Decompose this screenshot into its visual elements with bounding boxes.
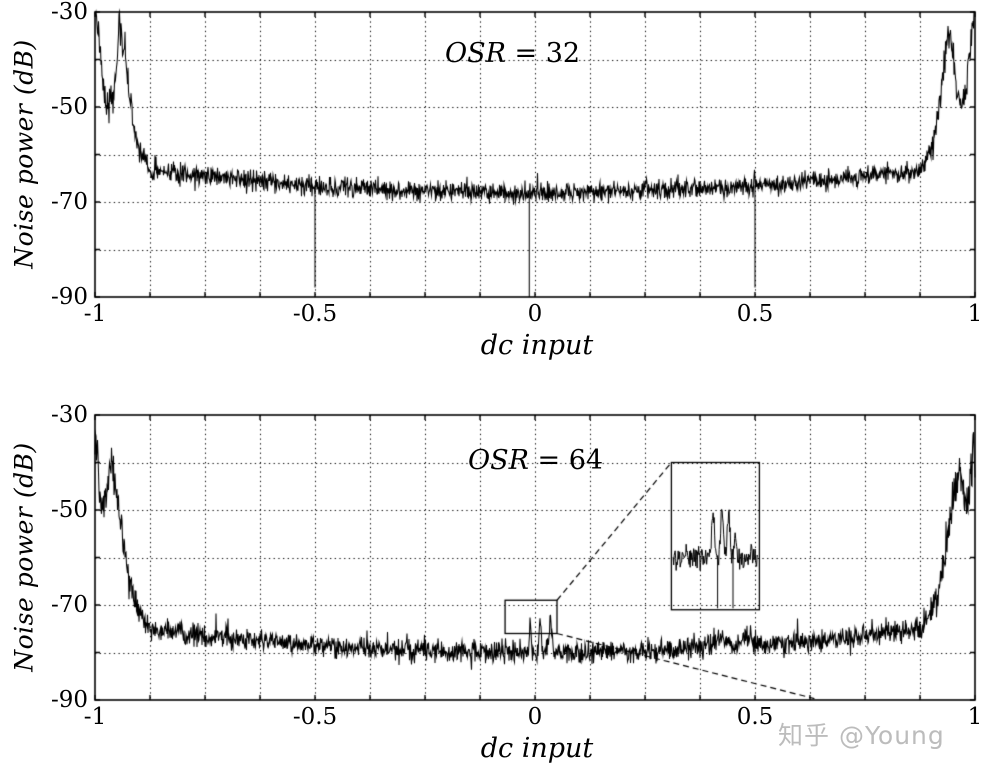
x-tick-label: 1 <box>967 301 983 327</box>
x-tick-label: 0.5 <box>736 301 774 327</box>
osr-annotation-italic: OSR <box>445 38 506 69</box>
y-tick-label: -70 <box>50 189 88 215</box>
x-tick-label: -0.5 <box>292 301 338 327</box>
x-axis-label: dc input <box>480 733 594 764</box>
y-tick-label: -30 <box>50 0 88 25</box>
x-tick-label: -0.5 <box>292 704 338 730</box>
x-tick-label: 0.5 <box>736 704 774 730</box>
x-tick-label: 1 <box>967 704 983 730</box>
y-tick-label: -50 <box>50 94 88 120</box>
osr-annotation: OSR = 32 <box>445 38 580 69</box>
watermark: 知乎 @Young <box>778 721 945 750</box>
y-axis-label: Noise power (dB) <box>9 442 39 672</box>
y-tick-label: -30 <box>50 402 88 428</box>
osr-annotation: OSR = 64 <box>468 445 603 476</box>
osr-32-panel: Noise power (dB) OSR = 32 dc input -1 -0.… <box>0 0 988 361</box>
osr-annotation-value: = 64 <box>528 445 604 476</box>
osr-64-plot-canvas <box>0 403 988 703</box>
y-tick-label: -50 <box>50 497 88 523</box>
y-tick-label: -90 <box>50 687 88 713</box>
x-tick-label: 0 <box>527 301 543 327</box>
y-axis-label: Noise power (dB) <box>9 39 39 269</box>
x-tick-label: -1 <box>83 301 107 327</box>
osr-32-plot-canvas <box>0 0 988 300</box>
y-tick-label: -90 <box>50 284 88 310</box>
y-tick-label: -70 <box>50 592 88 618</box>
osr-annotation-value: = 32 <box>505 38 581 69</box>
x-tick-label: -1 <box>83 704 107 730</box>
osr-64-panel: Noise power (dB) OSR = 64 dc input -1 -0.… <box>0 403 988 783</box>
osr-annotation-italic: OSR <box>468 445 529 476</box>
x-tick-label: 0 <box>527 704 543 730</box>
x-axis-label: dc input <box>480 330 594 361</box>
